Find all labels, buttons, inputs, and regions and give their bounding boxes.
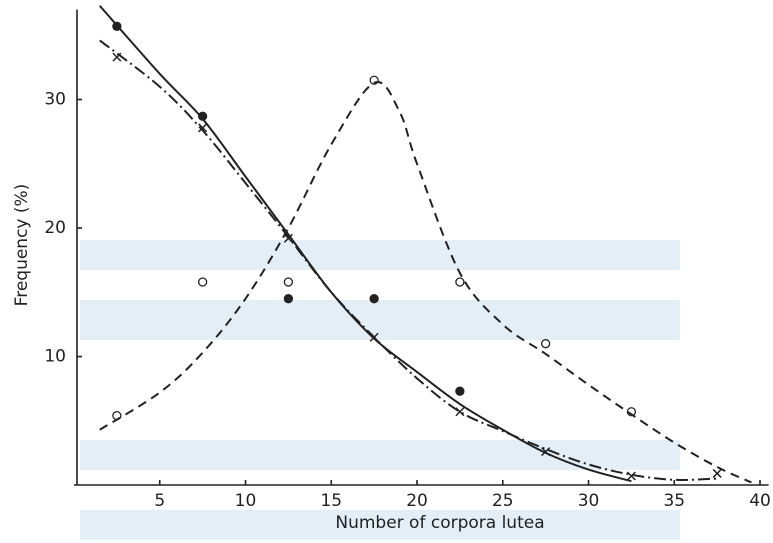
watermark [80, 240, 680, 540]
cross-point [198, 123, 208, 133]
open-circle-point [455, 277, 465, 287]
y-tick-label: 10 [44, 347, 66, 367]
x-tick-label: 20 [406, 491, 428, 511]
x-tick-label: 40 [749, 491, 771, 511]
fit-curve [99, 81, 752, 484]
x-tick-label: 15 [320, 491, 342, 511]
x-tick-label: 25 [492, 491, 514, 511]
y-axis-label: Frequency (%) [12, 184, 32, 307]
x-tick-label: 5 [154, 491, 165, 511]
open-circle-point [283, 277, 294, 287]
cross-point [712, 468, 722, 478]
open-circle-point [540, 339, 551, 349]
y-tick-label: 20 [44, 218, 66, 238]
fit-curve [99, 39, 718, 481]
cross-point [626, 471, 636, 481]
filled-circle-point [455, 386, 465, 396]
filled-circle-point [283, 294, 294, 304]
x-tick-label: 30 [578, 491, 600, 511]
open-circle-point [197, 277, 208, 287]
x-tick-label: 10 [235, 491, 257, 511]
filled-circle-point [369, 294, 379, 304]
x-axis-label: Number of corpora lutea [335, 513, 544, 533]
y-tick-label: 30 [44, 90, 66, 110]
x-tick-label: 35 [663, 491, 685, 511]
fit-curve [98, 5, 632, 483]
